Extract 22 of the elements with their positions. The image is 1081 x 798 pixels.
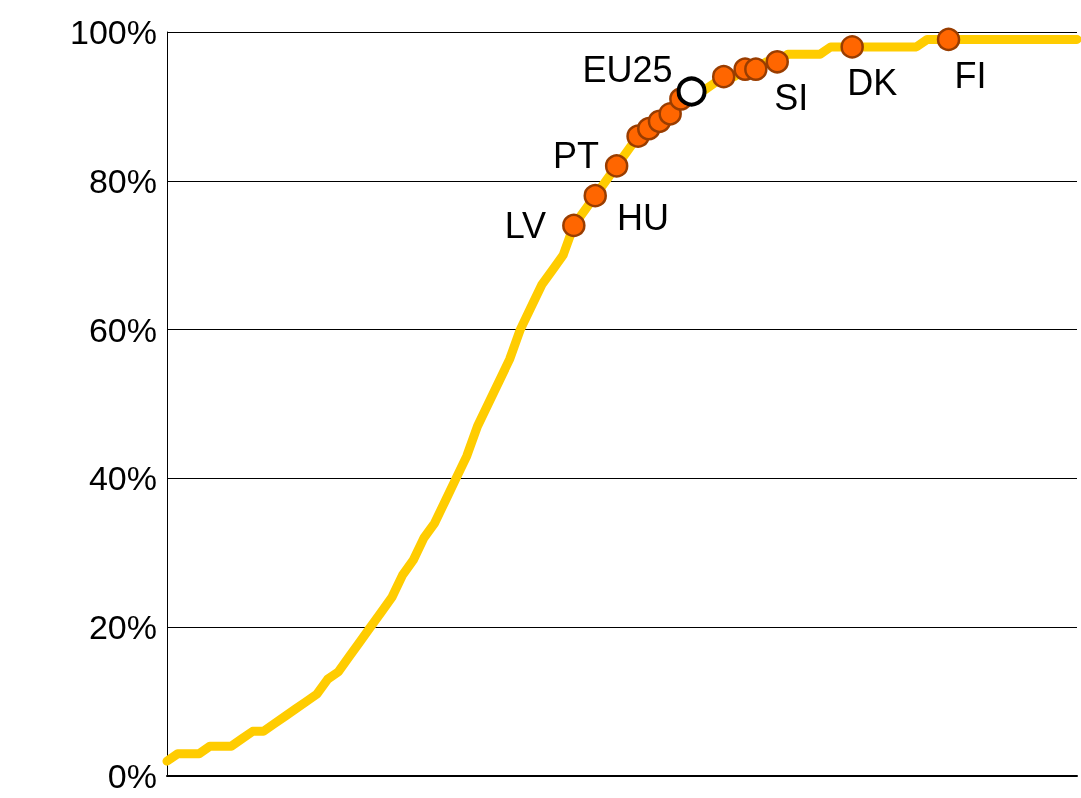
point (744, 57, 768, 81)
y-tick-label: 60% (88, 310, 157, 349)
point (604, 154, 629, 178)
point (583, 183, 607, 208)
point (562, 213, 586, 238)
y-tick-label: 20% (88, 608, 157, 647)
point (676, 76, 707, 107)
y-tick-label: 80% (88, 161, 157, 200)
data-label: EU25 (582, 49, 673, 91)
data-label: FI (954, 54, 987, 96)
y-tick-label: 0% (107, 757, 157, 795)
point (936, 27, 961, 52)
data-label: LV (504, 204, 547, 246)
point (711, 64, 736, 89)
point (765, 50, 789, 74)
data-label: DK (847, 62, 898, 104)
y-tick-label: 40% (88, 459, 157, 498)
data-label: HU (616, 197, 669, 239)
data-label: PT (552, 135, 599, 177)
point (840, 35, 864, 59)
data-label: SI (774, 77, 809, 119)
y-tick-label: 100% (70, 13, 157, 51)
